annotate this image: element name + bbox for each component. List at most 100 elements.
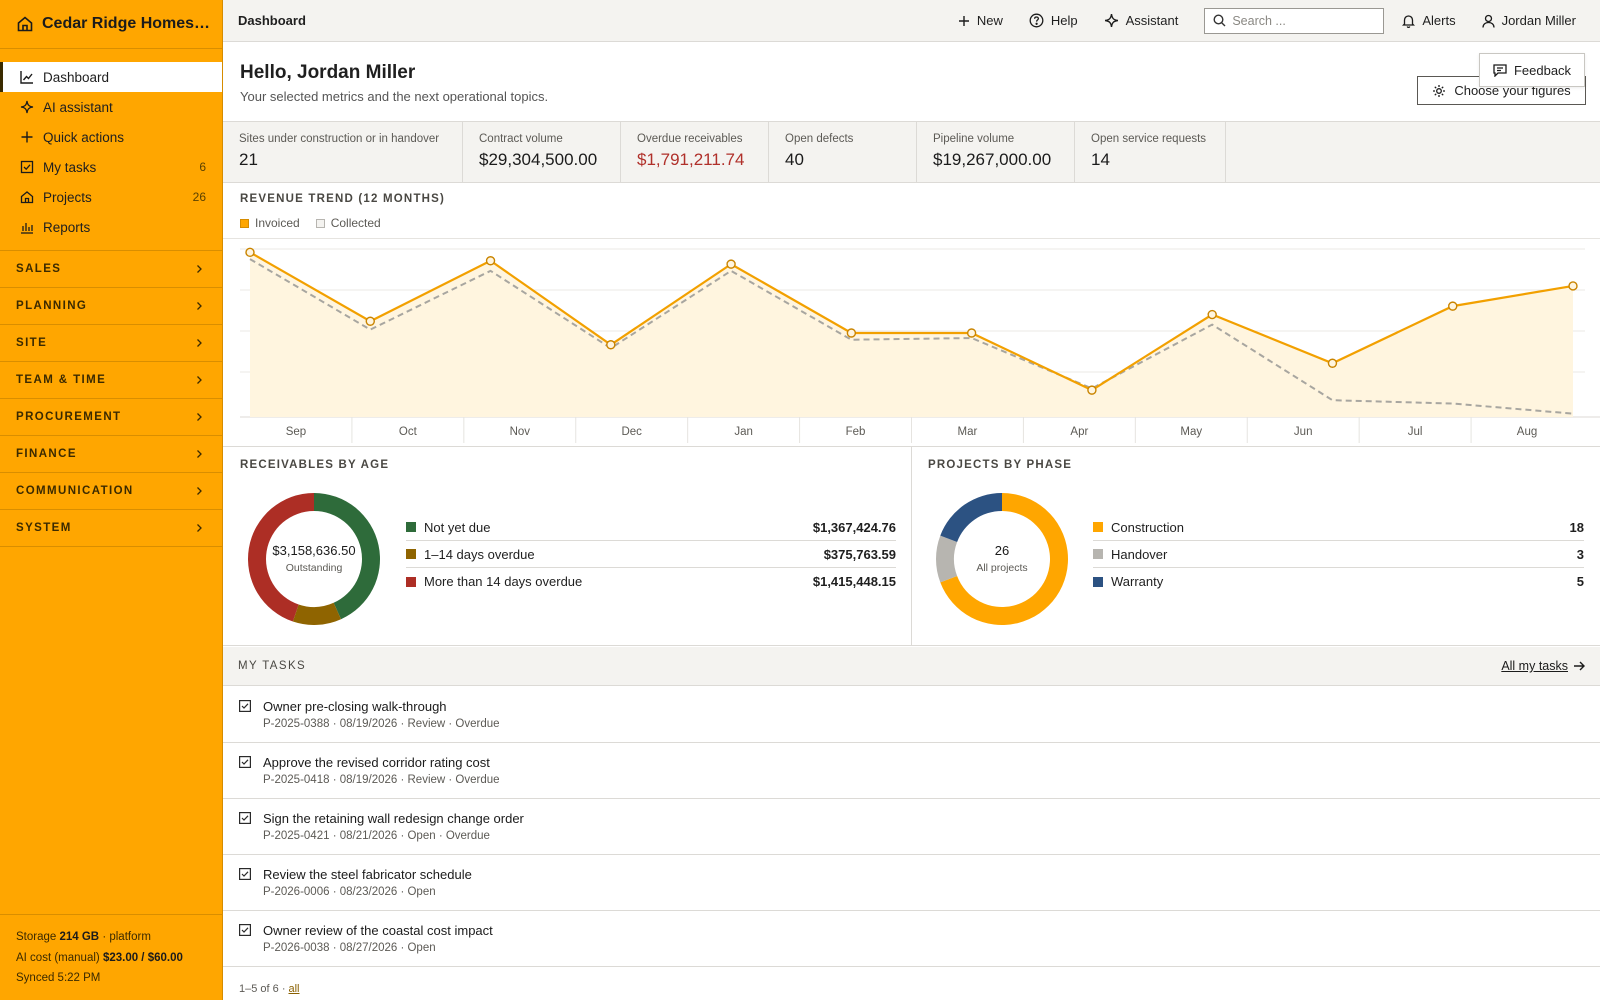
data-point[interactable] <box>1448 301 1458 311</box>
brand-name: Cedar Ridge Homes L... <box>42 15 212 32</box>
search-box[interactable] <box>1204 7 1385 34</box>
data-point[interactable] <box>1087 385 1097 395</box>
task-row[interactable]: Owner pre-closing walk-through P-2025-03… <box>223 687 1600 743</box>
legend-item-invoiced[interactable]: Invoiced <box>240 216 300 230</box>
donut-slice[interactable] <box>292 602 342 625</box>
list-item[interactable]: Not yet due $1,367,424.76 <box>406 514 896 541</box>
revenue-chart-svg: Sep Oct Nov Dec Jan Feb Mar Apr May Jun Jul Aug <box>240 247 1600 443</box>
task-row[interactable]: Review the steel fabricator schedule P-2… <box>223 855 1600 911</box>
gear-icon <box>1433 84 1446 97</box>
task-checkbox[interactable] <box>239 700 251 712</box>
data-point[interactable] <box>966 328 977 338</box>
kpi-card[interactable]: Sites under construction or in handover 2… <box>223 122 463 182</box>
x-tick-label: Aug <box>1517 426 1537 438</box>
kpi-value: $19,267,000.00 <box>933 150 1052 169</box>
legend-swatch <box>406 522 416 532</box>
chevron-right-icon <box>197 265 202 273</box>
new-button[interactable]: New <box>958 13 1003 28</box>
donut-slice[interactable] <box>940 493 1002 542</box>
page-title: Hello, Jordan Miller <box>240 62 416 83</box>
legend-swatch <box>406 549 416 559</box>
data-point[interactable] <box>1568 281 1578 291</box>
kpi-card[interactable]: Pipeline volume $19,267,000.00 <box>917 122 1075 182</box>
data-point[interactable] <box>1327 358 1338 368</box>
nav-section-finance[interactable]: FINANCE <box>0 436 222 473</box>
data-point[interactable] <box>726 259 736 269</box>
kpi-value: 21 <box>239 150 258 169</box>
sparkle-icon <box>20 100 34 114</box>
task-checkbox[interactable] <box>239 868 251 880</box>
data-point[interactable] <box>846 328 857 338</box>
data-point[interactable] <box>1207 309 1217 320</box>
bell-icon <box>1402 14 1416 28</box>
chevron-right-icon <box>197 487 202 495</box>
list-item[interactable]: More than 14 days overdue $1,415,448.15 <box>406 568 896 595</box>
list-item[interactable]: 1–14 days overdue $375,763.59 <box>406 541 896 568</box>
task-checkbox[interactable] <box>239 756 251 768</box>
feedback-label: Feedback <box>1513 62 1572 78</box>
topbar: Dashboard New Help Assistant Alerts Jord… <box>223 0 1600 42</box>
assistant-label: Assistant <box>1125 13 1179 28</box>
kpi-card[interactable]: Contract volume $29,304,500.00 <box>463 122 621 182</box>
sidebar-item-reports[interactable]: Reports <box>0 212 222 242</box>
task-checkbox[interactable] <box>239 924 251 936</box>
legend-swatch <box>315 218 325 228</box>
assistant-button[interactable]: Assistant <box>1104 13 1179 28</box>
alerts-button[interactable]: Alerts <box>1402 13 1456 28</box>
nav-section-sales[interactable]: SALES <box>0 251 222 288</box>
kpi-label: Sites under construction or in handover <box>239 133 440 145</box>
legend-item-collected[interactable]: Collected <box>315 216 381 230</box>
kpi-card[interactable]: Open service requests 14 <box>1075 122 1226 182</box>
sidebar-item-my-tasks[interactable]: My tasks 6 <box>0 152 222 182</box>
x-tick-label: Oct <box>399 426 418 438</box>
legend-label: Not yet due <box>424 519 491 535</box>
nav-section-site[interactable]: SITE <box>0 325 222 362</box>
task-row[interactable]: Owner review of the coastal cost impact … <box>223 911 1600 967</box>
nav-section-label: TEAM & TIME <box>16 374 107 386</box>
list-item[interactable]: Construction 18 <box>1093 514 1584 541</box>
task-checkbox[interactable] <box>239 812 251 824</box>
donut-slice[interactable] <box>248 493 314 622</box>
sidebar-item-dashboard[interactable]: Dashboard <box>0 62 222 92</box>
kpi-label: Pipeline volume <box>933 133 1015 145</box>
nav-section-communication[interactable]: COMMUNICATION <box>0 473 222 510</box>
nav-section-label: SITE <box>16 337 48 349</box>
legend-label: Warranty <box>1111 574 1164 589</box>
kpi-label: Open service requests <box>1091 133 1207 145</box>
nav-section-team-time[interactable]: TEAM & TIME <box>0 362 222 399</box>
task-row[interactable]: Approve the revised corridor rating cost… <box>223 743 1600 799</box>
all-tasks-link[interactable]: All my tasks <box>1501 659 1585 673</box>
task-row[interactable]: Sign the retaining wall redesign change … <box>223 799 1600 855</box>
nav-section-procurement[interactable]: PROCUREMENT <box>0 399 222 436</box>
pager-all-link[interactable]: all <box>288 983 300 995</box>
house-icon <box>16 15 34 33</box>
data-point[interactable] <box>245 247 255 258</box>
receivables-panel: RECEIVABLES BY AGE $3,158,636.50 Outstan… <box>223 447 912 645</box>
sidebar-item-projects[interactable]: Projects 26 <box>0 182 222 212</box>
nav-section-system[interactable]: SYSTEM <box>0 510 222 547</box>
kpi-card[interactable]: Overdue receivables $1,791,211.74 <box>621 122 769 182</box>
sidebar-item-ai-assistant[interactable]: AI assistant <box>0 92 222 122</box>
kpi-card[interactable]: Open defects 40 <box>769 122 917 182</box>
data-point[interactable] <box>485 256 496 266</box>
help-button[interactable]: Help <box>1029 13 1078 28</box>
data-point[interactable] <box>365 316 375 326</box>
brand[interactable]: Cedar Ridge Homes L... <box>0 0 222 49</box>
list-item[interactable]: Warranty 5 <box>1093 568 1584 595</box>
tasks-header: MY TASKS All my tasks <box>223 647 1600 686</box>
data-point[interactable] <box>606 340 616 350</box>
sidebar-item-quick-actions[interactable]: Quick actions <box>0 122 222 152</box>
list-item[interactable]: Handover 3 <box>1093 541 1584 568</box>
nav-section-label: SYSTEM <box>16 522 72 534</box>
task-meta: P-2025-0421 · 08/21/2026 · Open · Overdu… <box>263 830 490 842</box>
user-menu-button[interactable]: Jordan Miller <box>1481 13 1576 28</box>
nav-section-planning[interactable]: PLANNING <box>0 288 222 325</box>
donut-slice[interactable] <box>936 535 958 583</box>
x-tick-label: Jan <box>734 426 753 438</box>
search-input[interactable] <box>1232 13 1373 28</box>
donut-slice[interactable] <box>314 493 380 620</box>
sidebar: Cedar Ridge Homes L... Dashboard AI assi… <box>0 0 223 1000</box>
kpi-strip: Sites under construction or in handover 2… <box>223 121 1600 183</box>
search-icon <box>1213 14 1226 27</box>
feedback-button[interactable]: Feedback <box>1479 53 1585 87</box>
